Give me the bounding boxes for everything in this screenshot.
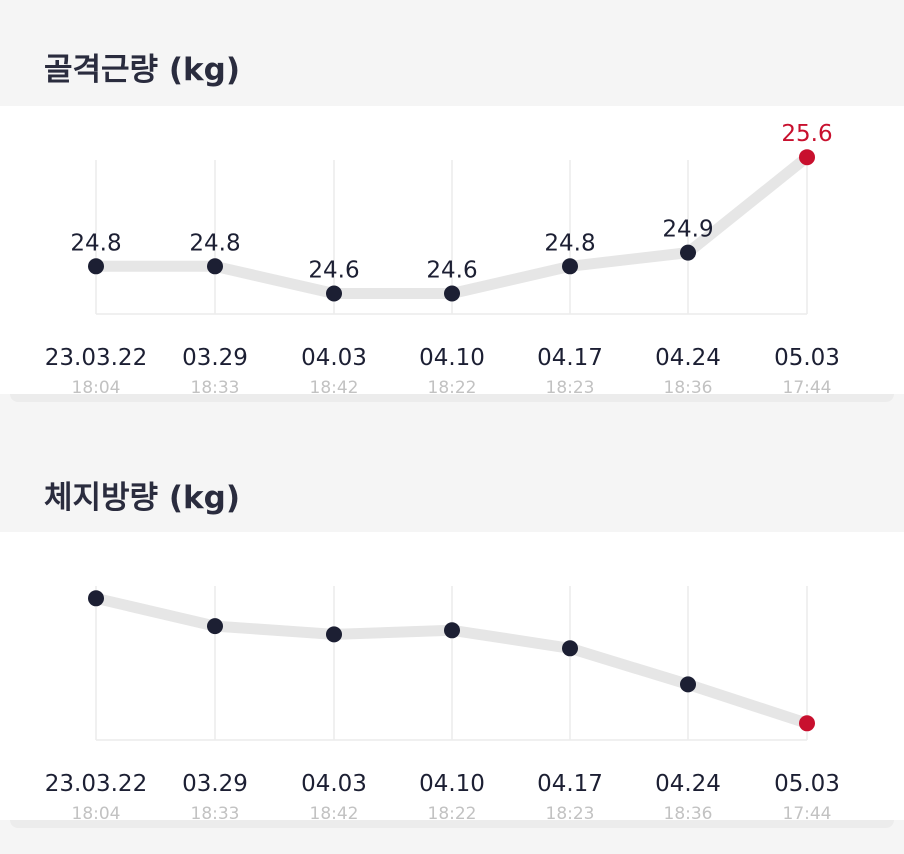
x-tick-label-5: 04.24 [655,345,721,371]
x-time-label-5: 18:36 [664,378,713,394]
x-tick-label-0: 23.03.22 [45,771,147,797]
x-tick-label-6: 05.03 [774,771,840,797]
value-label-5: 24.9 [662,217,713,243]
value-label-6: 25.6 [781,121,832,147]
x-tick-label-2: 04.03 [301,771,367,797]
x-tick-label-4: 04.17 [537,771,603,797]
x-time-label-2: 18:42 [310,804,359,820]
x-tick-label-3: 04.10 [419,771,485,797]
x-time-label-6: 17:44 [783,378,832,394]
data-point-3 [444,285,460,302]
value-label-0: 24.8 [70,230,121,256]
data-point-4 [562,640,578,657]
x-time-label-3: 18:22 [428,804,477,820]
x-time-label-2: 18:42 [310,378,359,394]
x-time-label-6: 17:44 [783,804,832,820]
x-time-label-5: 18:36 [664,804,713,820]
body-fat-chart: 23.03.22 03.29 04.03 04.10 04.17 04.24 05.03 18… [45,586,840,820]
value-label-1: 24.8 [189,230,240,256]
x-tick-label-0: 23.03.22 [45,345,147,371]
x-time-label-1: 18:33 [191,804,240,820]
body-fat-card: 23.03.22 03.29 04.03 04.10 04.17 04.24 05.03 18… [0,532,904,820]
data-point-3 [444,622,460,639]
data-point-5 [680,244,696,261]
x-tick-label-1: 03.29 [182,771,248,797]
skeletal-muscle-card: 24.8 24.8 24.6 24.6 24.8 24.9 25.6 23.03.22 03.2… [0,106,904,394]
body-fat-title: 체지방량 (kg) [44,480,241,516]
x-tick-label-1: 03.29 [182,345,248,371]
data-point-4 [562,258,578,275]
data-point-0 [88,258,104,275]
x-time-label-0: 18:04 [72,378,121,394]
body-fat-header: 체지방량 (kg) [0,404,904,532]
data-point-6 [799,149,815,166]
grid-lines [95,586,808,741]
data-point-0 [88,590,104,607]
x-tick-label-4: 04.17 [537,345,603,371]
skeletal-muscle-title: 골격근량 (kg) [44,52,241,88]
x-time-label-4: 18:23 [546,378,595,394]
value-label-2: 24.6 [308,258,359,284]
data-point-2 [326,285,342,302]
skeletal-muscle-header: 골격근량 (kg) [0,0,904,106]
body-fat-card-shadow [10,820,894,828]
x-tick-label-2: 04.03 [301,345,367,371]
data-point-5 [680,676,696,693]
data-point-2 [326,626,342,643]
x-tick-label-5: 04.24 [655,771,721,797]
skeletal-muscle-card-shadow [10,394,894,402]
x-time-label-1: 18:33 [191,378,240,394]
x-tick-label-6: 05.03 [774,345,840,371]
grid-lines [95,160,808,315]
skeletal-muscle-chart: 24.8 24.8 24.6 24.6 24.8 24.9 25.6 23.03.22 03.2… [45,121,840,394]
data-point-1 [207,258,223,275]
x-tick-label-3: 04.10 [419,345,485,371]
data-point-6 [799,715,815,732]
value-label-3: 24.6 [426,258,477,284]
x-time-label-0: 18:04 [72,804,121,820]
data-point-1 [207,618,223,635]
value-label-4: 24.8 [544,230,595,256]
x-time-label-4: 18:23 [546,804,595,820]
x-time-label-3: 18:22 [428,378,477,394]
